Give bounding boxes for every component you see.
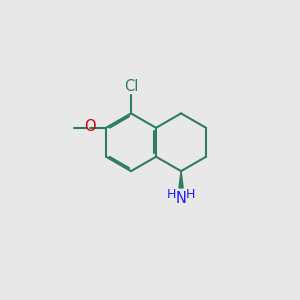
Polygon shape — [179, 171, 183, 188]
Text: H: H — [167, 188, 176, 201]
Text: O: O — [84, 119, 95, 134]
Text: H: H — [186, 188, 196, 201]
Text: Cl: Cl — [124, 79, 138, 94]
Text: N: N — [176, 191, 187, 206]
